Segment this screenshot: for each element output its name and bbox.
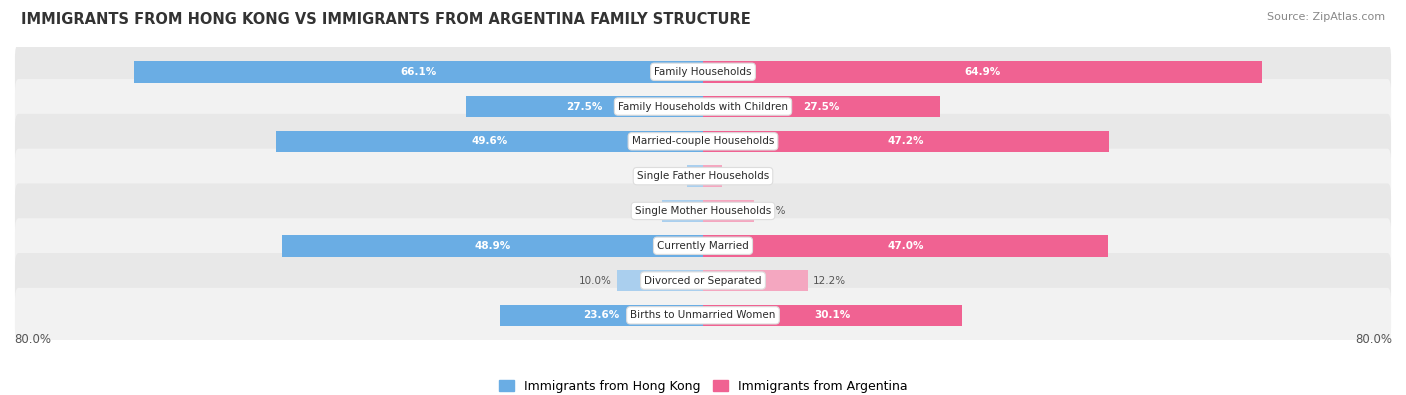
- Bar: [134, 61, 703, 83]
- Text: 47.0%: 47.0%: [887, 241, 924, 251]
- Text: 23.6%: 23.6%: [583, 310, 620, 320]
- Text: Single Mother Households: Single Mother Households: [636, 206, 770, 216]
- Bar: [688, 166, 703, 187]
- Bar: [703, 200, 754, 222]
- FancyBboxPatch shape: [15, 253, 1391, 308]
- Text: 10.0%: 10.0%: [579, 276, 612, 286]
- Text: 2.2%: 2.2%: [727, 171, 754, 181]
- Text: 66.1%: 66.1%: [401, 67, 436, 77]
- Text: 27.5%: 27.5%: [803, 102, 839, 111]
- Text: 30.1%: 30.1%: [814, 310, 851, 320]
- Text: 4.8%: 4.8%: [630, 206, 657, 216]
- Text: 27.5%: 27.5%: [567, 102, 603, 111]
- Bar: [467, 96, 703, 117]
- Text: Family Households with Children: Family Households with Children: [619, 102, 787, 111]
- FancyBboxPatch shape: [15, 79, 1391, 134]
- Bar: [703, 270, 808, 292]
- Legend: Immigrants from Hong Kong, Immigrants from Argentina: Immigrants from Hong Kong, Immigrants fr…: [494, 375, 912, 395]
- Text: Single Father Households: Single Father Households: [637, 171, 769, 181]
- Bar: [703, 166, 721, 187]
- Text: 80.0%: 80.0%: [1355, 333, 1392, 346]
- Text: 1.8%: 1.8%: [655, 171, 682, 181]
- Bar: [703, 96, 939, 117]
- Text: 5.9%: 5.9%: [759, 206, 786, 216]
- Bar: [276, 131, 703, 152]
- Bar: [499, 305, 703, 326]
- Text: Divorced or Separated: Divorced or Separated: [644, 276, 762, 286]
- Text: 47.2%: 47.2%: [889, 136, 925, 147]
- Text: 64.9%: 64.9%: [965, 67, 1001, 77]
- Text: Births to Unmarried Women: Births to Unmarried Women: [630, 310, 776, 320]
- Bar: [703, 131, 1109, 152]
- Bar: [662, 200, 703, 222]
- Bar: [703, 61, 1263, 83]
- Text: Married-couple Households: Married-couple Households: [631, 136, 775, 147]
- Text: 48.9%: 48.9%: [474, 241, 510, 251]
- Text: 49.6%: 49.6%: [471, 136, 508, 147]
- FancyBboxPatch shape: [15, 288, 1391, 343]
- FancyBboxPatch shape: [15, 149, 1391, 204]
- Text: Source: ZipAtlas.com: Source: ZipAtlas.com: [1267, 12, 1385, 22]
- Bar: [617, 270, 703, 292]
- Text: IMMIGRANTS FROM HONG KONG VS IMMIGRANTS FROM ARGENTINA FAMILY STRUCTURE: IMMIGRANTS FROM HONG KONG VS IMMIGRANTS …: [21, 12, 751, 27]
- FancyBboxPatch shape: [15, 44, 1391, 99]
- FancyBboxPatch shape: [15, 114, 1391, 169]
- Text: 12.2%: 12.2%: [813, 276, 846, 286]
- Bar: [703, 235, 1108, 256]
- FancyBboxPatch shape: [15, 183, 1391, 239]
- Bar: [703, 305, 962, 326]
- Bar: [281, 235, 703, 256]
- Text: Family Households: Family Households: [654, 67, 752, 77]
- FancyBboxPatch shape: [15, 218, 1391, 273]
- Text: 80.0%: 80.0%: [14, 333, 51, 346]
- Text: Currently Married: Currently Married: [657, 241, 749, 251]
